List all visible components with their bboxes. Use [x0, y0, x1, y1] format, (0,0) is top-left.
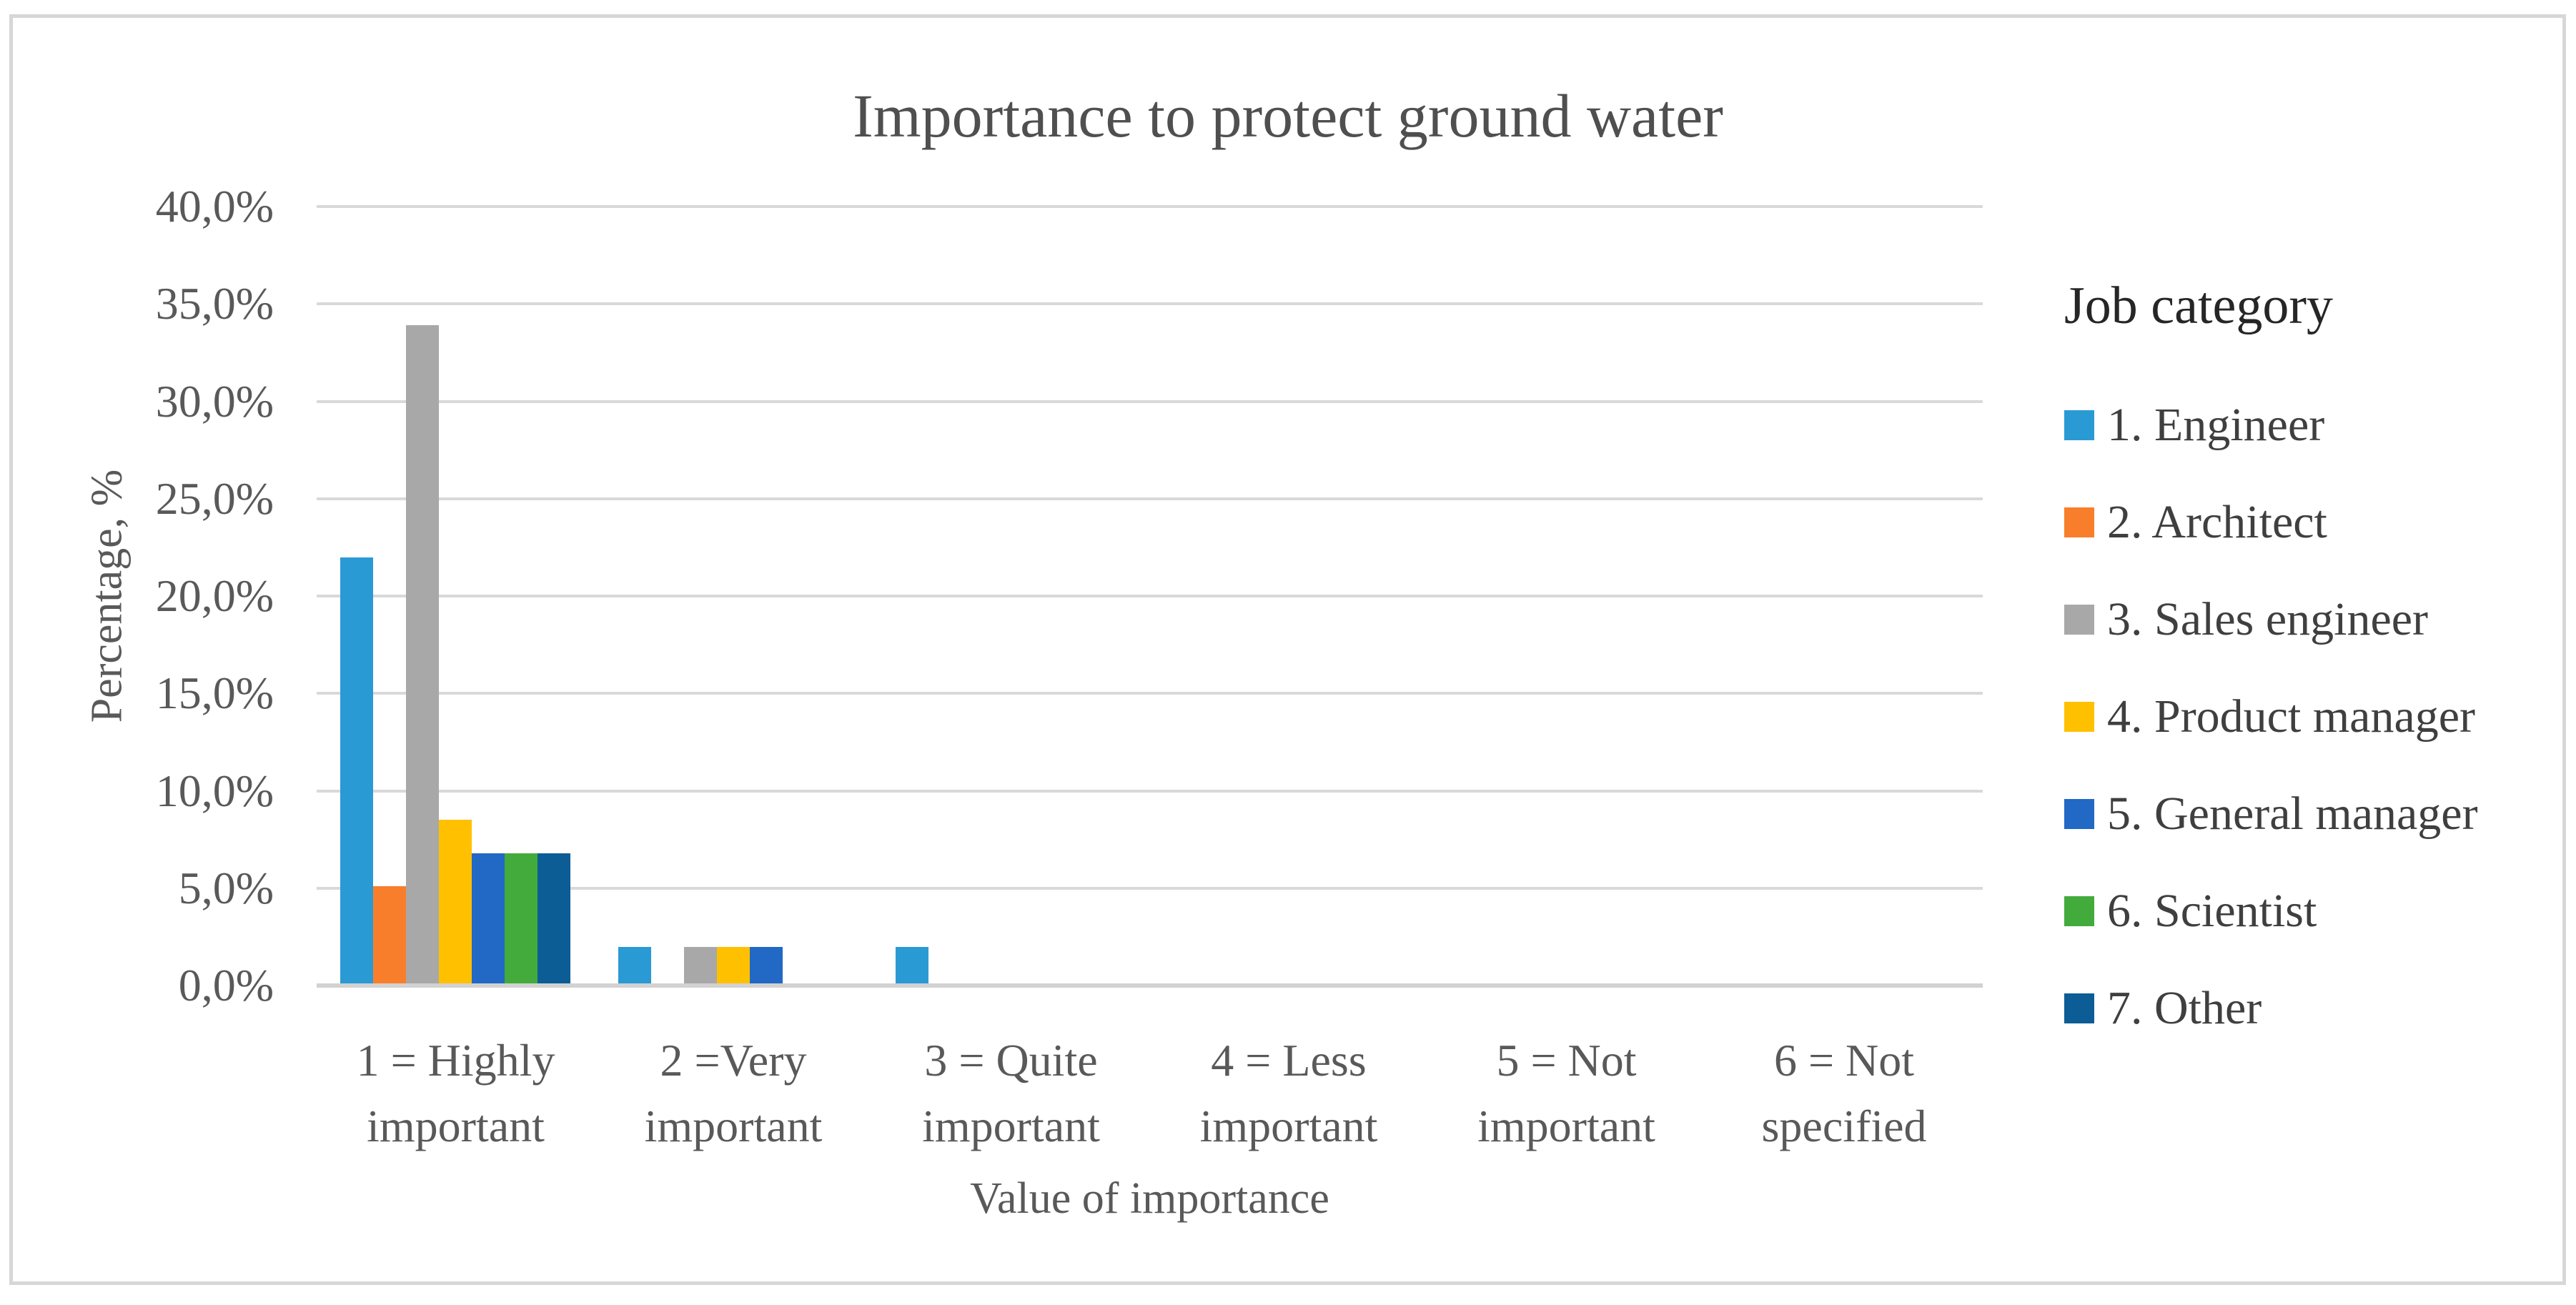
- gridline: [317, 205, 1983, 208]
- x-category-label-line: 4 = Less: [1211, 1035, 1367, 1086]
- x-category-label-line: 5 = Not: [1496, 1035, 1637, 1086]
- x-category-label-line: 1 = Highly: [356, 1035, 555, 1086]
- y-tick-label: 15,0%: [155, 668, 274, 719]
- y-tick-label: 10,0%: [155, 765, 274, 816]
- bar: [439, 820, 472, 986]
- x-category-label-line: 3 = Quite: [924, 1035, 1098, 1086]
- bar: [340, 557, 374, 986]
- x-category-label: 6 = Not specified: [1705, 1028, 1983, 1159]
- y-tick-label: 25,0%: [155, 472, 274, 524]
- legend-swatch: [2064, 993, 2094, 1023]
- x-category-label-line: important: [367, 1101, 545, 1151]
- x-category-label-line: important: [922, 1101, 1100, 1151]
- legend-swatch: [2064, 896, 2094, 926]
- bar: [896, 946, 929, 986]
- legend-item-label: 3. Sales engineer: [2107, 593, 2429, 645]
- y-tick-label: 35,0%: [155, 278, 274, 329]
- x-category-label: 1 = Highly important: [317, 1028, 595, 1159]
- legend-title: Job category: [2064, 277, 2334, 335]
- gridline: [317, 789, 1983, 793]
- legend-item: 3. Sales engineer: [2064, 590, 2428, 650]
- x-axis-title: Value of importance: [970, 1174, 1329, 1223]
- gridline: [317, 886, 1983, 890]
- legend-item-label: 5. General manager: [2107, 788, 2478, 840]
- legend-item: 4. Product manager: [2064, 687, 2475, 747]
- gridline: [317, 692, 1983, 695]
- x-category-label-line: important: [1199, 1101, 1378, 1151]
- y-tick-label: 20,0%: [155, 570, 274, 621]
- x-category-label-line: 2 =Very: [660, 1035, 807, 1086]
- x-axis-line: [317, 983, 1983, 988]
- x-category-label-line: specified: [1761, 1101, 1927, 1151]
- bar: [716, 946, 750, 986]
- legend-swatch: [2064, 799, 2094, 829]
- plot-area: [317, 205, 1983, 988]
- y-tick-label: 5,0%: [178, 862, 274, 913]
- legend-swatch: [2064, 605, 2094, 635]
- gridline: [317, 595, 1983, 597]
- bar: [472, 853, 505, 986]
- x-category-label-line: important: [1477, 1101, 1655, 1151]
- y-tick-label: 30,0%: [155, 375, 274, 427]
- legend-swatch: [2064, 507, 2094, 537]
- bar: [683, 946, 717, 986]
- legend-swatch: [2064, 702, 2094, 732]
- gridline: [317, 302, 1983, 306]
- legend-item: 7. Other: [2064, 978, 2262, 1038]
- y-tick-label: 40,0%: [155, 181, 274, 232]
- legend-item-label: 6. Scientist: [2107, 885, 2317, 937]
- x-category-label: 4 = Less important: [1150, 1028, 1428, 1159]
- x-category-label: 3 = Quite important: [872, 1028, 1150, 1159]
- legend-item-label: 1. Engineer: [2107, 399, 2325, 451]
- legend-item: 1. Engineer: [2064, 395, 2324, 455]
- bar: [373, 886, 407, 986]
- x-category-label: 5 = Not important: [1427, 1028, 1705, 1159]
- bar: [406, 325, 440, 986]
- gridline: [317, 497, 1983, 500]
- legend-item: 5. General manager: [2064, 784, 2478, 844]
- x-category-label: 2 =Very important: [595, 1028, 873, 1159]
- legend-item: 2. Architect: [2064, 492, 2327, 552]
- bar: [538, 853, 571, 986]
- legend-item-label: 7. Other: [2107, 982, 2262, 1034]
- bar: [618, 946, 651, 986]
- x-category-label-line: 6 = Not: [1773, 1035, 1915, 1086]
- x-category-label-line: important: [644, 1101, 823, 1151]
- chart-title: Importance to protect ground water: [853, 81, 1723, 150]
- legend-item-label: 2. Architect: [2107, 496, 2327, 548]
- y-tick-label: 0,0%: [178, 960, 274, 1011]
- legend-item: 6. Scientist: [2064, 881, 2317, 941]
- legend-item-label: 4. Product manager: [2107, 690, 2476, 743]
- bar: [505, 853, 538, 986]
- gridline: [317, 400, 1983, 403]
- bar: [749, 946, 783, 986]
- legend-swatch: [2064, 410, 2094, 440]
